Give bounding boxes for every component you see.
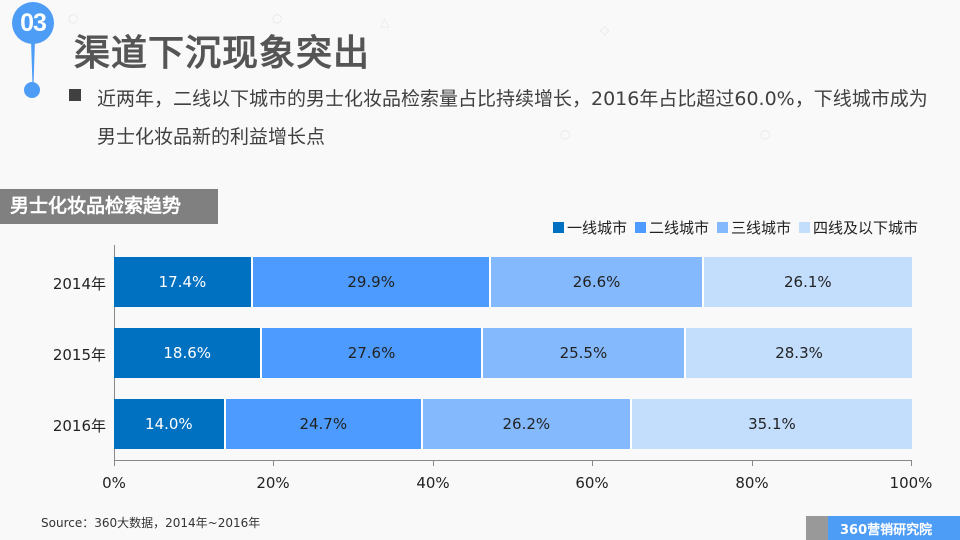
bar-segment-tier4: 26.1% (703, 257, 912, 307)
x-tick-label: 40% (416, 474, 450, 492)
legend-swatch-icon (552, 222, 564, 233)
data-label: 24.7% (299, 415, 348, 433)
legend-item-tier4: 四线及以下城市 (798, 217, 918, 238)
legend-item-tier1: 一线城市 (552, 217, 627, 238)
bar-segment-tier4: 35.1% (631, 399, 912, 449)
brand-badge: 360营销研究院 (806, 516, 960, 540)
pin-dot-icon (24, 82, 40, 98)
legend-swatch-icon (634, 222, 646, 233)
bar-row-2016: 14.0% 24.7% 26.2% 35.1% (114, 399, 912, 449)
legend-label: 四线及以下城市 (812, 219, 918, 237)
category-label: 2015年 (52, 346, 106, 364)
legend-label: 一线城市 (566, 219, 627, 237)
brand-accent-block (806, 516, 828, 540)
data-label: 17.4% (158, 273, 207, 291)
legend-swatch-icon (798, 222, 810, 233)
data-label: 26.6% (572, 273, 621, 291)
x-tick-label: 0% (102, 474, 126, 492)
chart-legend: 一线城市 二线城市 三线城市 四线及以下城市 (552, 217, 918, 238)
legend-swatch-icon (716, 222, 728, 233)
bar-segment-tier2: 29.9% (252, 257, 492, 307)
bar-row-2014: 17.4% 29.9% 26.6% 26.1% (114, 257, 912, 307)
bar-segment-tier3: 25.5% (482, 328, 687, 378)
bar-segment-tier2: 24.7% (225, 399, 423, 449)
pin-stem-icon (31, 40, 35, 88)
legend-label: 三线城市 (730, 219, 791, 237)
x-tick (273, 460, 274, 466)
source-note: Source：360大数据，2014年~2016年 (41, 516, 261, 530)
data-label: 18.6% (163, 344, 212, 362)
x-tick-label: 100% (889, 474, 933, 492)
data-label: 29.9% (347, 273, 395, 291)
decor-circle-icon: ○ (760, 127, 771, 141)
bar-segment-tier1: 18.6% (114, 328, 263, 378)
x-tick (114, 460, 115, 466)
x-tick-label: 60% (575, 474, 609, 492)
category-label: 2016年 (52, 417, 106, 435)
x-tick (433, 460, 434, 466)
x-tick (592, 460, 593, 466)
decor-diamond-icon: ◇ (600, 23, 610, 37)
decor-circle-icon: ○ (560, 127, 571, 141)
x-tick-label: 80% (735, 474, 769, 492)
legend-label: 二线城市 (648, 219, 709, 237)
data-label: 26.2% (502, 415, 551, 433)
legend-item-tier3: 三线城市 (716, 217, 791, 238)
x-tick (911, 460, 912, 466)
decor-triangle-icon: △ (380, 15, 390, 29)
data-label: 28.3% (775, 344, 823, 362)
data-label: 26.1% (784, 273, 832, 291)
x-tick (752, 460, 753, 466)
data-label: 27.6% (347, 344, 396, 362)
bar-segment-tier3: 26.6% (491, 257, 704, 307)
category-label: 2014年 (52, 275, 106, 293)
bar-row-2015: 18.6% 27.6% 25.5% 28.3% (114, 328, 912, 378)
brand-label: 360营销研究院 (828, 516, 960, 540)
section-number-badge: 03 (12, 2, 54, 44)
page-title: 渠道下沉现象突出 (74, 33, 371, 74)
bar-segment-tier4: 28.3% (686, 328, 912, 378)
description-text: 近两年，二线以下城市的男士化妆品检索量占比持续增长，2016年占比超过60.0%… (97, 88, 928, 148)
bar-segment-tier3: 26.2% (422, 399, 632, 449)
data-label: 35.1% (748, 415, 796, 433)
bar-segment-tier1: 14.0% (114, 399, 226, 449)
decor-circle-icon: ○ (68, 11, 79, 25)
chart-section-label: 男士化妆品检索趋势 (0, 189, 218, 224)
data-label: 25.5% (559, 344, 608, 362)
decor-circle-icon: ○ (272, 11, 283, 25)
x-axis-line (114, 460, 912, 461)
bar-segment-tier1: 17.4% (114, 257, 253, 307)
legend-item-tier2: 二线城市 (634, 217, 709, 238)
x-tick-label: 20% (256, 474, 290, 492)
bar-segment-tier2: 27.6% (262, 328, 483, 378)
data-label: 14.0% (145, 415, 193, 433)
bullet-square-icon (69, 89, 81, 101)
